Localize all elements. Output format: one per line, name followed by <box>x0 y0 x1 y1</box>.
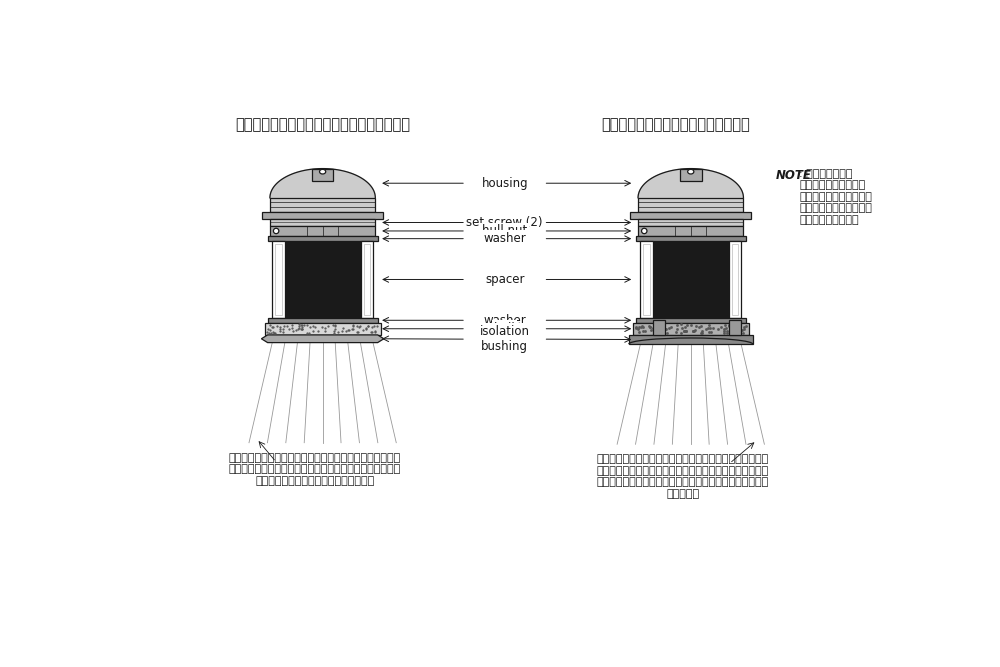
Bar <box>268 318 378 323</box>
Bar <box>264 323 381 335</box>
Bar <box>270 198 375 211</box>
Text: : 船体のナットを
しっかりと固定するに
は、船体のナットの上に
完全に露出した１本以上
のネジが必要です。: : 船体のナットを しっかりと固定するに は、船体のナットの上に 完全に露出した… <box>799 169 872 225</box>
Bar <box>262 211 383 219</box>
Bar <box>268 236 378 241</box>
Text: 金属の外皮のステンレス鋼ハウジング: 金属の外皮のステンレス鋼ハウジング <box>601 117 750 133</box>
Bar <box>633 323 749 335</box>
Text: isolation
bushing: isolation bushing <box>480 325 530 353</box>
Bar <box>729 319 741 335</box>
Ellipse shape <box>320 169 326 174</box>
Text: housing: housing <box>481 177 528 189</box>
Bar <box>364 244 370 315</box>
Bar <box>636 318 746 323</box>
Text: スペーサーと側壁の間の隙間を埋めるためにスペーサーの
内面全体で船体の追加のシーラントと接触するハウジング
絶縁ブッシングのねじ、側壁、およびフランジ上のマリン: スペーサーと側壁の間の隙間を埋めるためにスペーサーの 内面全体で船体の追加のシー… <box>597 454 769 499</box>
Text: スペーサーと側壁の間の隙間を埋めるために、スペーサー
の内面全体に追加のシーラントをハウジングのねじ山、側
壁、およびフランジのマリンシーラント: スペーサーと側壁の間の隙間を埋めるために、スペーサー の内面全体に追加のシーラン… <box>229 453 401 486</box>
Ellipse shape <box>273 228 279 233</box>
Text: washer: washer <box>483 313 526 327</box>
Bar <box>636 236 746 241</box>
Ellipse shape <box>642 228 647 233</box>
Bar <box>312 169 333 181</box>
Text: washer: washer <box>483 232 526 245</box>
Bar <box>638 225 743 236</box>
Polygon shape <box>261 335 384 343</box>
Polygon shape <box>638 169 743 198</box>
Polygon shape <box>270 169 375 198</box>
Bar <box>275 243 282 315</box>
Bar <box>630 211 751 219</box>
Text: spacer: spacer <box>485 273 524 286</box>
Text: set screw (2): set screw (2) <box>466 216 543 229</box>
Text: ソリッドグラスファイバーまたは木製の船体: ソリッドグラスファイバーまたは木製の船体 <box>235 117 410 133</box>
Text: hull nut: hull nut <box>482 225 527 237</box>
Bar <box>729 241 741 318</box>
Bar <box>640 241 653 318</box>
Bar <box>638 219 743 225</box>
Bar <box>653 319 665 335</box>
Bar <box>629 335 753 344</box>
Text: hull: hull <box>494 322 516 336</box>
Bar <box>275 244 282 315</box>
Ellipse shape <box>688 169 694 174</box>
Bar <box>643 243 650 315</box>
Bar <box>285 241 361 318</box>
Bar <box>270 225 375 236</box>
Bar <box>638 198 743 211</box>
Bar <box>680 169 702 181</box>
Bar <box>270 219 375 225</box>
Bar <box>361 241 373 318</box>
Bar <box>732 244 738 315</box>
Bar <box>653 241 729 318</box>
Text: NOTE: NOTE <box>776 169 812 181</box>
Bar <box>643 244 650 315</box>
Bar <box>272 241 285 318</box>
